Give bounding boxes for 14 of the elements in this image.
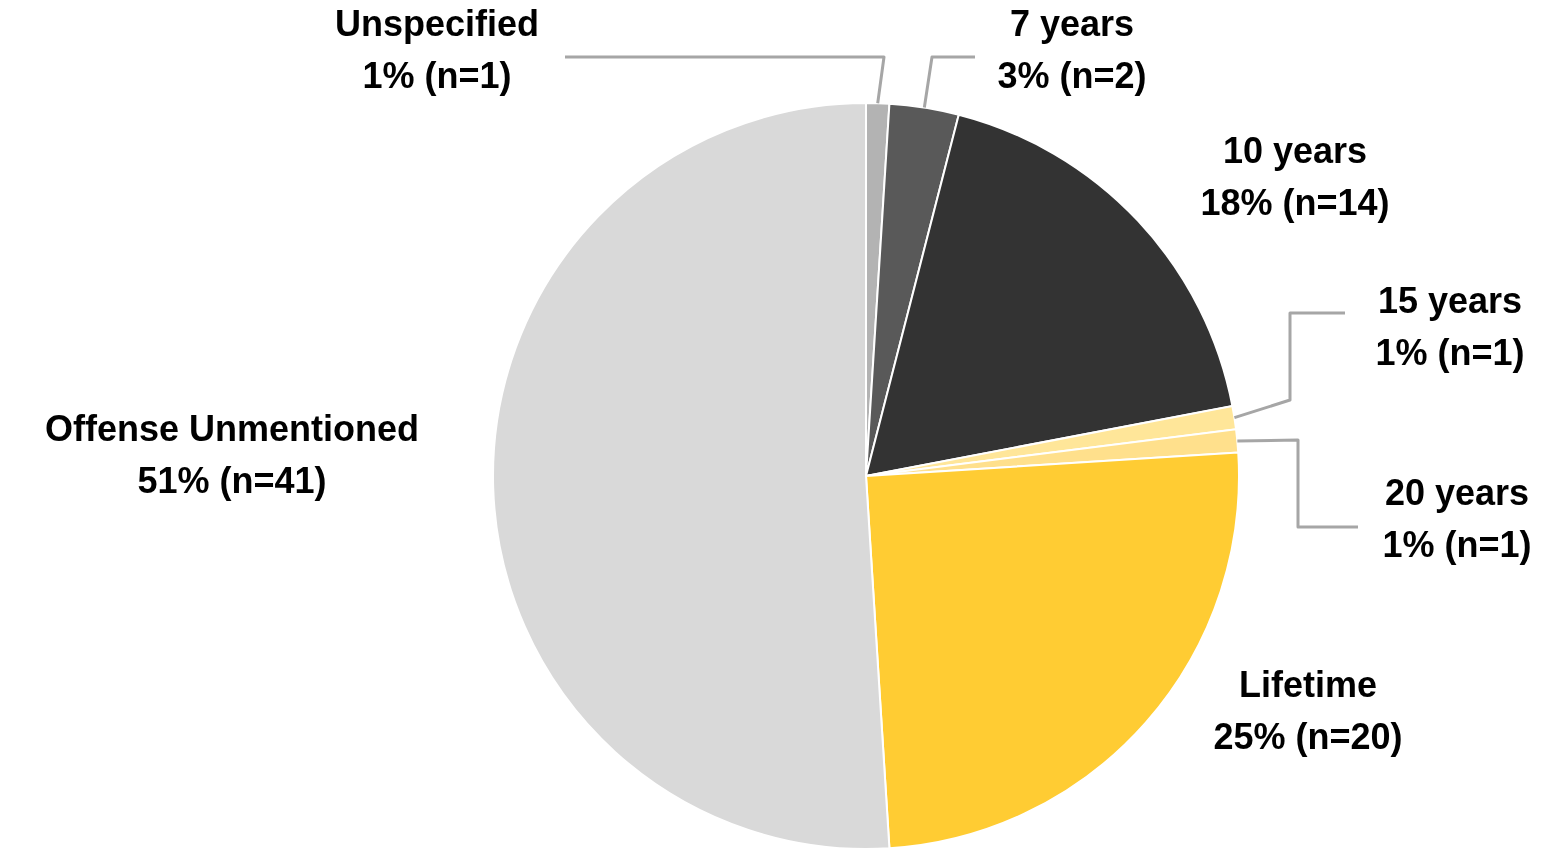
data-label: 1% (n=1) bbox=[1375, 332, 1525, 373]
data-label: 1% (n=1) bbox=[362, 55, 512, 96]
slice-label: 20 years bbox=[1384, 472, 1530, 513]
slice-label: 15 years bbox=[1377, 280, 1523, 321]
data-label: 51% (n=41) bbox=[137, 460, 327, 501]
slice-label: Unspecified bbox=[334, 3, 540, 44]
data-label: 18% (n=14) bbox=[1200, 182, 1390, 223]
data-label: 3% (n=2) bbox=[997, 55, 1147, 96]
slice-label: Lifetime bbox=[1238, 664, 1378, 705]
slice-label: 10 years bbox=[1222, 130, 1368, 171]
data-label: 25% (n=20) bbox=[1213, 716, 1403, 757]
data-label: 1% (n=1) bbox=[1382, 524, 1532, 565]
slice-label: 7 years bbox=[1009, 3, 1135, 44]
slice-label: Offense Unmentioned bbox=[44, 408, 420, 449]
